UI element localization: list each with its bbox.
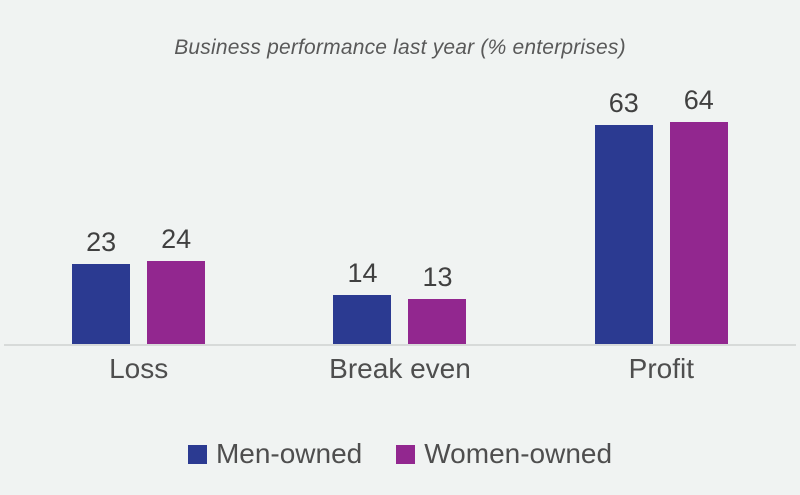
chart-title: Business performance last year (% enterp… (174, 36, 626, 59)
value-label: 64 (683, 85, 714, 116)
bar-men-owned-profit: 63 (594, 87, 653, 344)
bar-group-profit: 63 64 (531, 80, 792, 344)
x-axis-line (4, 344, 796, 346)
bar-women-owned-break-even: 13 (408, 261, 467, 344)
category-label-profit: Profit (628, 353, 694, 384)
value-label: 24 (161, 224, 192, 255)
bar-women-owned-profit: 64 (669, 84, 728, 344)
legend-swatch-women-owned (396, 444, 416, 464)
bar (669, 122, 728, 344)
legend-label: Women-owned (424, 438, 613, 469)
category-label-break-even: Break even (329, 353, 471, 384)
bar (147, 261, 206, 344)
value-label: 63 (608, 88, 639, 119)
bar (72, 264, 131, 344)
legend-item-women-owned: Women-owned (396, 438, 612, 470)
category-label-loss: Loss (109, 353, 169, 384)
legend: Men-owned Women-owned (0, 436, 800, 472)
value-label: 23 (86, 227, 117, 258)
legend-swatch-men-owned (187, 444, 207, 464)
legend-item-men-owned: Men-owned (187, 438, 363, 470)
value-label: 13 (422, 262, 453, 293)
bar-group-loss: 23 24 (8, 80, 269, 344)
bar (408, 299, 467, 344)
bar (333, 295, 392, 344)
x-axis-labels: Loss Break even Profit (8, 353, 792, 385)
bar-men-owned-loss: 23 (72, 226, 131, 344)
bar-men-owned-break-even: 14 (333, 257, 392, 344)
plot-area: 23 24 14 13 63 64 (8, 80, 792, 344)
bar (594, 125, 653, 344)
legend-label: Men-owned (215, 438, 363, 469)
bar-group-break-even: 14 13 (269, 80, 530, 344)
value-label: 14 (347, 258, 378, 289)
bar-women-owned-loss: 24 (147, 223, 206, 344)
